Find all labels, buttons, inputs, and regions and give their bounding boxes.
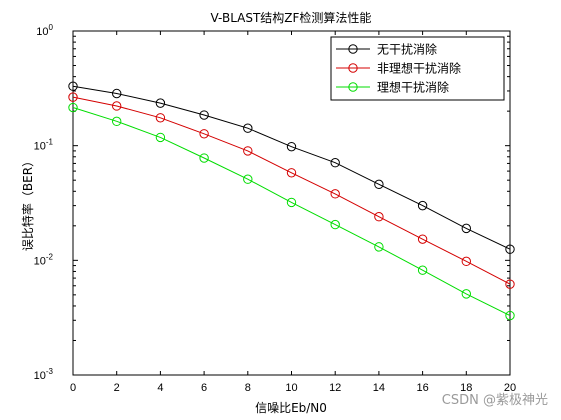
data-point <box>155 132 166 143</box>
data-point <box>417 234 428 244</box>
data-point <box>243 123 253 133</box>
data-point <box>199 153 209 163</box>
x-axis-label: 信噪比Eb/N0 <box>255 401 327 415</box>
legend-label: 非理想干扰消除 <box>377 61 461 76</box>
data-point <box>461 256 471 267</box>
data-point <box>68 102 78 113</box>
data-point <box>243 146 253 156</box>
data-point <box>155 98 166 108</box>
watermark: CSDN @紫极神光 <box>442 393 548 408</box>
data-point <box>68 92 78 102</box>
legend-label: 无干扰消除 <box>377 42 437 57</box>
x-tick-label: 0 <box>70 382 76 394</box>
legend-marker <box>348 63 358 73</box>
x-tick-label: 10 <box>285 382 297 394</box>
series-layer <box>68 81 515 321</box>
data-point <box>199 129 209 139</box>
data-point <box>505 244 515 254</box>
data-point <box>155 113 166 123</box>
legend-entry: 非理想干扰消除 <box>336 61 461 76</box>
data-point <box>330 189 340 199</box>
legend-entry: 无干扰消除 <box>336 42 437 57</box>
y-tick-label: 10-3 <box>34 367 54 382</box>
data-point <box>374 179 384 190</box>
x-tick-label: 18 <box>460 382 472 394</box>
data-point <box>286 141 297 152</box>
data-point <box>243 174 253 184</box>
data-point <box>505 279 515 289</box>
data-point <box>461 289 471 299</box>
x-tick-label: 2 <box>114 382 120 394</box>
series-2 <box>68 92 515 289</box>
x-tick-label: 14 <box>373 382 385 394</box>
legend-entry: 理想干扰消除 <box>336 80 449 95</box>
series-3 <box>68 102 515 321</box>
series-line <box>72 85 511 250</box>
data-point <box>417 200 428 211</box>
data-point <box>417 265 428 275</box>
legend-label: 理想干扰消除 <box>377 80 449 95</box>
x-tick-label: 20 <box>504 382 516 394</box>
series-line <box>72 107 511 316</box>
data-point <box>112 116 122 127</box>
legend-marker <box>348 82 358 92</box>
x-tick-label: 16 <box>416 382 428 394</box>
data-point <box>374 242 384 252</box>
series-1 <box>68 81 515 254</box>
y-axis-label: 误比特率（BER） <box>20 155 35 251</box>
chart-title: V-BLAST结构ZF检测算法性能 <box>211 10 372 25</box>
x-tick-label: 8 <box>245 382 251 394</box>
x-tick-label: 4 <box>157 382 163 394</box>
data-point <box>112 101 122 111</box>
data-point <box>330 158 340 168</box>
data-point <box>199 110 209 120</box>
data-point <box>286 197 297 208</box>
series-line <box>72 96 511 285</box>
data-point <box>505 310 515 321</box>
data-point <box>330 219 340 230</box>
y-tick-label: 10-1 <box>34 138 54 153</box>
legend-marker <box>348 44 358 54</box>
y-tick-label: 100 <box>36 23 53 38</box>
data-point <box>112 88 122 99</box>
x-tick-label: 12 <box>329 382 341 394</box>
x-tick-label: 6 <box>201 382 207 394</box>
x-axis: 0 2 4 6 8 10 12 14 16 18 20 <box>70 31 516 394</box>
data-point <box>68 81 78 91</box>
y-tick-label: 10-2 <box>34 252 54 267</box>
y-axis: 100 10-1 10-2 10-3 <box>34 23 510 382</box>
data-point <box>286 168 297 178</box>
data-point <box>461 223 471 234</box>
data-point <box>374 212 384 222</box>
